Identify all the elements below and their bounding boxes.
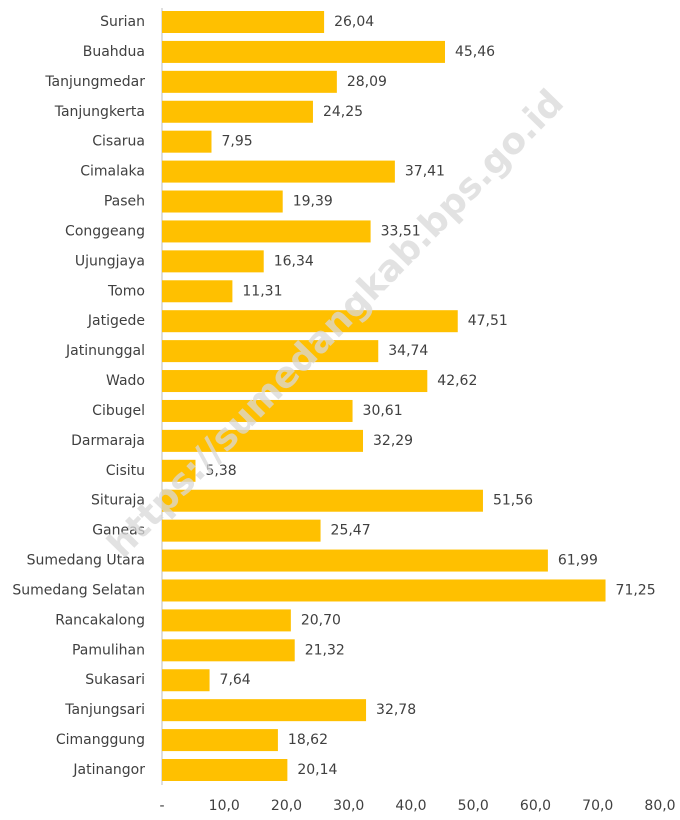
bar [162, 669, 210, 692]
y-tick-label: Surian [100, 14, 145, 30]
value-label: 34,74 [388, 343, 428, 359]
bar [162, 11, 325, 33]
value-label: 21,32 [305, 642, 345, 658]
x-tick-label: 40,0 [395, 798, 426, 814]
y-tick-label: Wado [106, 373, 145, 389]
bar [162, 310, 458, 333]
bar [162, 759, 288, 781]
value-label: 24,25 [323, 104, 363, 120]
bar [162, 399, 353, 422]
value-label: 51,56 [493, 493, 533, 509]
y-tick-label: Sumedang Selatan [12, 582, 145, 598]
bar [162, 100, 313, 123]
bar [162, 729, 278, 752]
bar [162, 130, 212, 153]
y-tick-label: Jatinunggal [65, 343, 145, 359]
x-tick-label: 10,0 [209, 798, 240, 814]
x-tick-label: - [159, 798, 164, 814]
value-label: 11,31 [242, 283, 282, 299]
x-tick-label: 80,0 [644, 798, 675, 814]
value-label: 30,61 [363, 403, 403, 419]
bar [162, 639, 295, 662]
value-label: 32,29 [373, 433, 413, 449]
value-label: 71,25 [616, 582, 656, 598]
bar [162, 429, 364, 452]
value-label: 26,04 [334, 14, 374, 30]
y-tick-label: Cisarua [92, 134, 145, 150]
y-tick-label: Cibugel [92, 403, 145, 419]
value-label: 7,64 [220, 672, 251, 688]
value-label: 32,78 [376, 702, 416, 718]
x-tick-label: 70,0 [582, 798, 613, 814]
bar [162, 579, 606, 602]
y-tick-label: Cimalaka [80, 164, 145, 180]
bar [162, 699, 367, 722]
value-label: 7,95 [221, 134, 252, 150]
bar [162, 459, 196, 482]
y-tick-label: Conggeang [65, 223, 145, 239]
value-label: 16,34 [274, 253, 314, 269]
bar [162, 609, 291, 632]
value-label: 20,14 [297, 762, 337, 778]
y-tick-label: Tanjungmedar [44, 74, 145, 90]
bar [162, 370, 428, 393]
bar [162, 340, 379, 363]
bar [162, 190, 283, 213]
x-tick-label: 50,0 [458, 798, 489, 814]
value-label: 33,51 [381, 223, 421, 239]
bar [162, 160, 395, 183]
value-label: 28,09 [347, 74, 387, 90]
value-label: 37,41 [405, 164, 445, 180]
y-tick-label: Jatinangor [72, 762, 145, 778]
y-tick-label: Rancakalong [55, 612, 145, 628]
y-tick-label: Tanjungkerta [54, 104, 145, 120]
y-tick-label: Tomo [107, 283, 145, 299]
x-tick-label: 30,0 [333, 798, 364, 814]
value-label: 61,99 [558, 553, 598, 569]
y-tick-label: Situraja [91, 493, 145, 509]
value-label: 45,46 [455, 44, 495, 60]
value-label: 20,70 [301, 612, 341, 628]
y-tick-label: Sumedang Utara [27, 553, 145, 569]
bar [162, 489, 483, 512]
bar [162, 220, 371, 243]
bar [162, 70, 337, 93]
y-tick-label: Darmaraja [71, 433, 145, 449]
x-tick-label: 60,0 [520, 798, 551, 814]
bar [162, 519, 321, 542]
bar [162, 250, 264, 273]
y-tick-label: Paseh [104, 194, 145, 210]
value-label: 18,62 [288, 732, 328, 748]
value-label: 42,62 [437, 373, 477, 389]
y-tick-label: Jatigede [87, 313, 145, 329]
y-tick-label: Cimanggung [56, 732, 145, 748]
value-label: 47,51 [468, 313, 508, 329]
bar [162, 280, 233, 303]
value-label: 5,38 [205, 463, 236, 479]
bar [162, 40, 445, 63]
y-tick-label: Cisitu [106, 463, 145, 479]
value-label: 19,39 [293, 194, 333, 210]
y-tick-label: Tanjungsari [64, 702, 145, 718]
value-label: 25,47 [331, 523, 371, 539]
y-tick-label: Sukasari [85, 672, 145, 688]
y-tick-label: Buahdua [83, 44, 145, 60]
y-tick-label: Pamulihan [72, 642, 145, 658]
y-tick-label: Ujungjaya [75, 253, 145, 269]
bar [162, 549, 548, 572]
y-tick-label: Ganeas [92, 523, 145, 539]
x-tick-label: 20,0 [271, 798, 302, 814]
